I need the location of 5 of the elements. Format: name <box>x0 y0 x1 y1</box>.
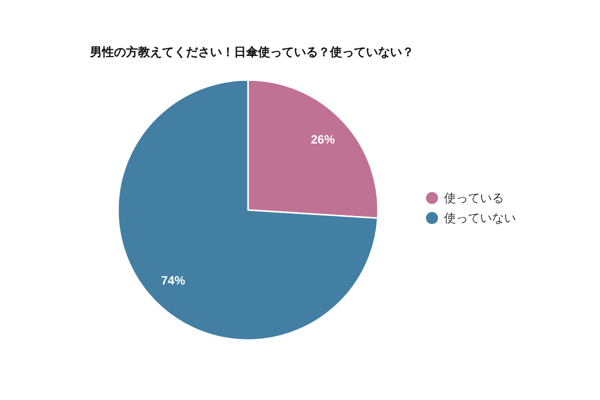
legend-label: 使っていない <box>444 211 516 225</box>
legend-label: 使っている <box>444 191 504 205</box>
data-label: 74% <box>161 273 186 288</box>
chart-title: 男性の方教えてください！日傘使っている？使っていない？ <box>89 45 414 59</box>
data-label: 26% <box>310 132 336 147</box>
